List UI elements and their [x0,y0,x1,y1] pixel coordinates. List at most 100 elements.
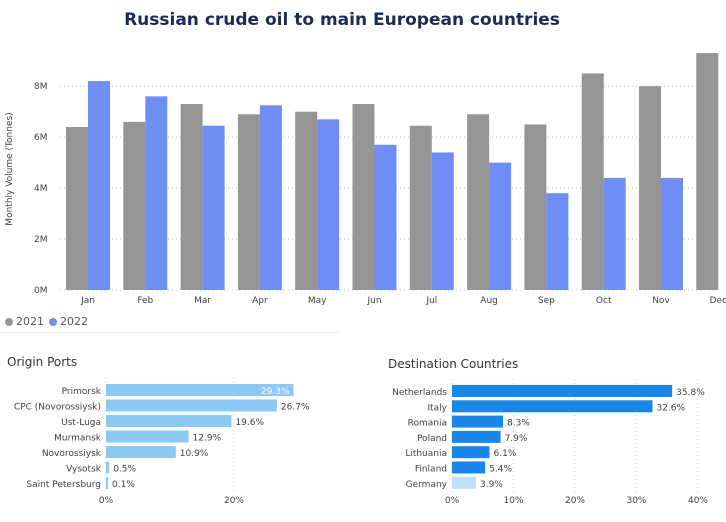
bar-2021-jul[interactable] [409,125,432,291]
bar-2022-jun[interactable] [374,144,397,290]
bar-2021-oct[interactable] [581,73,604,290]
x-tick-label: Apr [252,296,268,306]
category-label: Murmansk [54,434,102,444]
x-tick-label: 0% [99,496,114,506]
y-tick-label: 2M [34,235,48,245]
data-label: 7.9% [505,434,528,444]
legend-dot-2022 [49,317,57,326]
legend-dot-2021 [5,317,13,326]
category-label: Ust-Luga [61,418,101,428]
bar-2021-feb[interactable] [123,121,146,290]
data-label: 32.6% [656,403,685,413]
x-tick-label: 10% [503,496,523,506]
bar-lithuania[interactable] [452,446,490,459]
y-tick-label: 4M [34,184,48,194]
bar-2022-mar[interactable] [202,125,225,291]
divider [0,332,340,333]
category-label: Novorossiysk [42,449,102,459]
bar-2022-may[interactable] [317,119,340,290]
legend-item-2022[interactable]: 2022 [49,315,88,328]
data-label: 5.4% [489,465,512,475]
bar-poland[interactable] [452,430,501,443]
bar-germany[interactable] [452,476,476,489]
bar-2021-mar[interactable] [180,104,203,290]
bar-2022-oct[interactable] [603,177,626,290]
legend-item-2021[interactable]: 2021 [5,315,44,328]
bar-novorossiysk[interactable] [106,446,176,458]
y-tick-label: 0M [34,286,48,296]
x-tick-label: Jan [80,296,95,306]
x-tick-label: 40% [688,496,708,506]
category-label: Lithuania [405,449,447,459]
data-label: 8.3% [507,419,530,429]
bar-2021-jun[interactable] [352,104,375,290]
category-label: Italy [427,403,447,413]
bar-2022-jul[interactable] [431,152,454,290]
x-tick-label: Feb [137,296,153,306]
data-label: 19.6% [235,418,264,428]
bar-romania[interactable] [452,415,504,428]
bar-netherlands[interactable] [452,385,673,397]
bar-2022-aug[interactable] [489,162,512,290]
bar-saint-petersburg[interactable] [106,477,108,489]
data-label: 12.9% [193,434,222,444]
legend-label-2021: 2021 [16,315,44,328]
data-label: 3.9% [480,480,503,490]
x-tick-label: Jul [425,296,437,306]
bar-2021-aug[interactable] [467,114,490,290]
x-tick-label: 0% [445,496,460,506]
bar-italy[interactable] [452,400,653,413]
bar-2022-sep[interactable] [546,193,569,290]
bar-finland[interactable] [452,461,486,474]
bar-2021-apr[interactable] [237,114,260,290]
origin-ports-title: Origin Ports [7,355,78,369]
x-tick-label: Oct [596,296,612,306]
bar-2022-feb[interactable] [145,96,168,291]
x-tick-label: 20% [565,496,585,506]
bar-primorsk[interactable] [106,384,294,396]
data-label: 26.7% [281,403,310,413]
category-label: Vysotsk [66,465,102,475]
x-tick-label: May [308,296,327,306]
bar-2021-dec[interactable] [696,53,719,290]
data-label: 35.8% [676,388,705,398]
data-label: 29.3% [261,387,290,397]
bar-2021-sep[interactable] [524,124,547,290]
bar-murmansk[interactable] [106,430,189,443]
y-axis-label: Monthly Volume (Tonnes) [5,112,15,225]
category-label: Germany [406,480,448,490]
data-label: 10.9% [180,449,209,459]
x-tick-label: Aug [480,296,498,306]
bar-2021-nov[interactable] [639,86,661,290]
data-label: 0.5% [113,465,136,475]
bar-vysotsk[interactable] [106,461,110,474]
y-tick-label: 8M [34,82,48,92]
category-label: Poland [417,434,447,444]
data-label: 6.1% [494,449,517,459]
category-label: Finland [415,465,447,475]
category-label: Primorsk [62,387,102,397]
y-tick-label: 6M [34,133,48,143]
category-label: Romania [408,419,447,429]
x-tick-label: 20% [224,496,244,506]
x-tick-label: Mar [194,296,211,306]
category-label: Netherlands [392,388,447,398]
x-tick-label: 30% [626,496,646,506]
bar-2022-nov[interactable] [661,177,683,290]
legend-label-2022: 2022 [60,315,88,328]
x-tick-label: Jun [366,296,381,306]
bar-2021-may[interactable] [295,111,318,291]
category-label: Saint Petersburg [26,480,101,490]
x-tick-label: Sep [538,296,555,306]
legend: 2021 2022 [5,315,88,328]
bar-2021-jan[interactable] [66,126,88,291]
bar-2022-jan[interactable] [88,81,110,291]
x-tick-label: Nov [652,296,670,306]
bar-cpc-novorossiysk-[interactable] [106,399,277,412]
chart-title: Russian crude oil to main European count… [124,10,560,30]
bar-ust-luga[interactable] [106,415,232,427]
bar-2022-apr[interactable] [259,105,282,290]
